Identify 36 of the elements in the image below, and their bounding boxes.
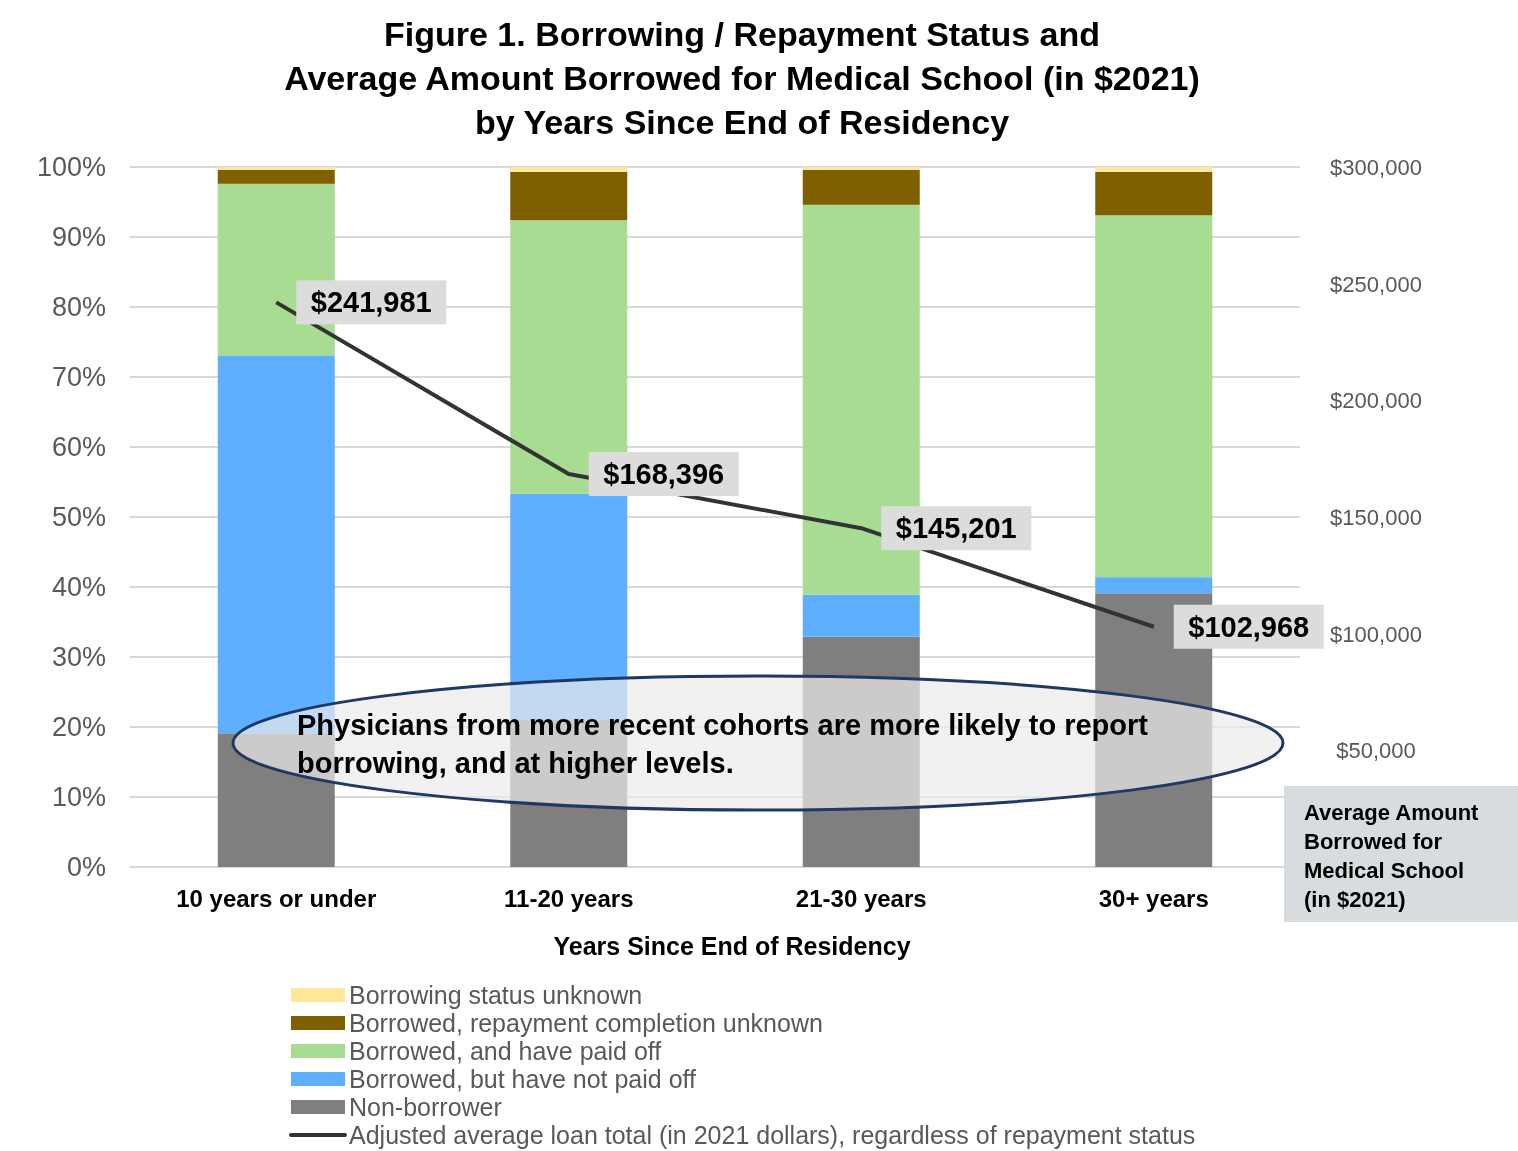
legend-label: Non-borrower — [349, 1093, 502, 1121]
y-tick-label: 90% — [51, 222, 106, 252]
y2-tick-label: $200,000 — [1330, 388, 1422, 414]
x-axis-title: Years Since End of Residency — [553, 932, 911, 960]
y2-tick-label: $300,000 — [1330, 155, 1422, 180]
x-tick-label: 30+ years — [1098, 885, 1209, 912]
y2-tick-label: $250,000 — [1330, 271, 1422, 297]
y-tick-label: 30% — [51, 642, 106, 672]
x-tick-label: 21-30 years — [795, 885, 927, 912]
y2-axis-title: Average Amount Borrowed for Medical School (in $2021) — [1304, 800, 1480, 912]
y-tick-label: 80% — [51, 292, 106, 322]
chart-title: Figure 1. Borrowing / Repayment Status and Average Amount Borrowed for Medical School (in $2021) by Years Since End of Residency — [284, 15, 1200, 141]
annotation: Physicians from more recent cohorts are more likely to report borrowing, and at higher levels. — [297, 709, 1149, 779]
legend-label: Borrowing status unknown — [349, 981, 643, 1009]
legend-label: Borrowed, but have not paid off — [349, 1065, 697, 1093]
data-label: $241,981 — [310, 286, 432, 319]
y-tick-label: 70% — [51, 362, 106, 392]
data-label: $168,396 — [603, 458, 725, 491]
x-tick-label: 10 years or under — [176, 885, 377, 912]
legend-label: Adjusted average loan total (in 2021 dollars), regardless of repayment status — [349, 1121, 1196, 1149]
legend-label: Borrowed, repayment completion unknown — [349, 1009, 823, 1037]
y2-tick-label: $100,000 — [1330, 621, 1422, 647]
y-tick-label: 20% — [51, 712, 106, 742]
y-tick-label: 40% — [51, 572, 106, 602]
y-tick-label: 100% — [36, 152, 106, 182]
ellipse-callout: Physicians from more recent cohorts are more likely to report borrowing, and at higher levels. — [231, 674, 1285, 812]
y-tick-label: 60% — [51, 432, 106, 462]
x-tick-label: 11-20 years — [504, 885, 634, 912]
legend-label: Borrowed, and have paid off — [349, 1037, 662, 1065]
y2-tick-label: $150,000 — [1330, 505, 1422, 530]
data-label: $102,968 — [1188, 610, 1310, 643]
y-tick-label: 0% — [66, 852, 106, 882]
y-tick-label: 10% — [51, 782, 106, 812]
y-tick-label: 50% — [51, 502, 106, 532]
y2-tick-label: $50,000 — [1336, 738, 1416, 764]
data-label: $145,201 — [895, 512, 1017, 545]
